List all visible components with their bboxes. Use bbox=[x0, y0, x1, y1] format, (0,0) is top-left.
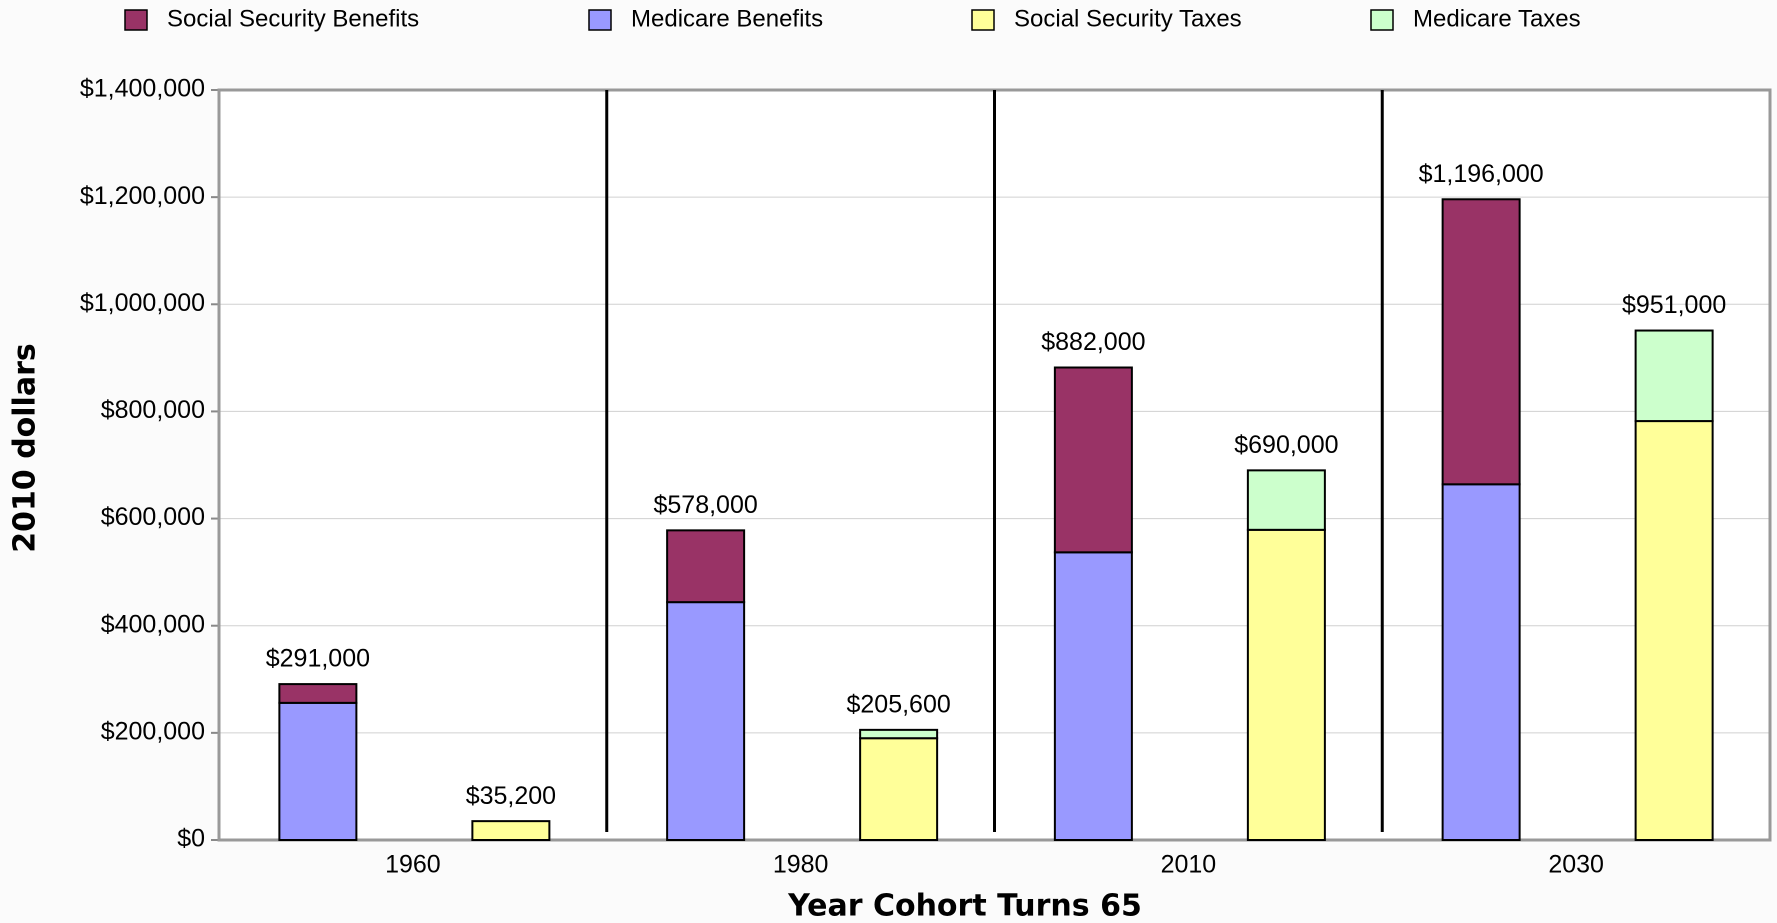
total-label: $291,000 bbox=[266, 645, 370, 673]
y-axis-title: 2010 dollars bbox=[8, 343, 43, 553]
y-tick-label: $200,000 bbox=[101, 717, 205, 745]
total-label: $578,000 bbox=[653, 491, 757, 519]
bar-segment bbox=[666, 529, 746, 604]
bar-segment bbox=[278, 683, 358, 704]
bar-segment bbox=[1053, 366, 1133, 554]
legend-label: Social Security Taxes bbox=[1014, 5, 1242, 32]
bar-segment bbox=[471, 820, 551, 842]
y-tick-label: $600,000 bbox=[101, 503, 205, 531]
bar-segment bbox=[278, 701, 358, 841]
legend-swatch bbox=[971, 9, 995, 31]
total-label: $35,200 bbox=[466, 782, 556, 810]
legend-swatch bbox=[124, 9, 148, 31]
y-tick-label: $1,400,000 bbox=[80, 75, 205, 103]
y-tick-label: $1,200,000 bbox=[80, 182, 205, 210]
legend-label: Social Security Benefits bbox=[167, 5, 419, 32]
y-tick-label: $800,000 bbox=[101, 396, 205, 424]
x-tick-label: 2010 bbox=[1161, 851, 1217, 879]
bar-segment bbox=[1634, 329, 1714, 423]
legend-swatch bbox=[588, 9, 612, 31]
total-label: $951,000 bbox=[1622, 291, 1726, 319]
x-tick-label: 1960 bbox=[385, 851, 441, 879]
total-label: $882,000 bbox=[1041, 328, 1145, 356]
bar-segment bbox=[1634, 420, 1714, 841]
y-tick-label: $1,000,000 bbox=[80, 289, 205, 317]
x-tick-label: 1980 bbox=[773, 851, 829, 879]
bar-segment bbox=[859, 728, 939, 740]
legend-label: Medicare Benefits bbox=[631, 5, 823, 32]
total-label: $1,196,000 bbox=[1419, 160, 1544, 188]
legend-label: Medicare Taxes bbox=[1413, 5, 1581, 32]
x-axis-title: Year Cohort Turns 65 bbox=[787, 889, 1142, 923]
total-label: $205,600 bbox=[846, 690, 950, 718]
legend-swatch bbox=[1370, 9, 1394, 31]
y-tick-label: $400,000 bbox=[101, 610, 205, 638]
bar-segment bbox=[859, 737, 939, 842]
bar-segment bbox=[1246, 469, 1326, 531]
x-tick-label: 2030 bbox=[1548, 851, 1604, 879]
bar-segment bbox=[666, 601, 746, 842]
bar-segment bbox=[1053, 551, 1133, 841]
bar-segment bbox=[1246, 528, 1326, 841]
total-label: $690,000 bbox=[1234, 431, 1338, 459]
bar-segment bbox=[1441, 483, 1521, 841]
y-tick-label: $0 bbox=[177, 825, 205, 853]
bar-segment bbox=[1441, 198, 1521, 486]
